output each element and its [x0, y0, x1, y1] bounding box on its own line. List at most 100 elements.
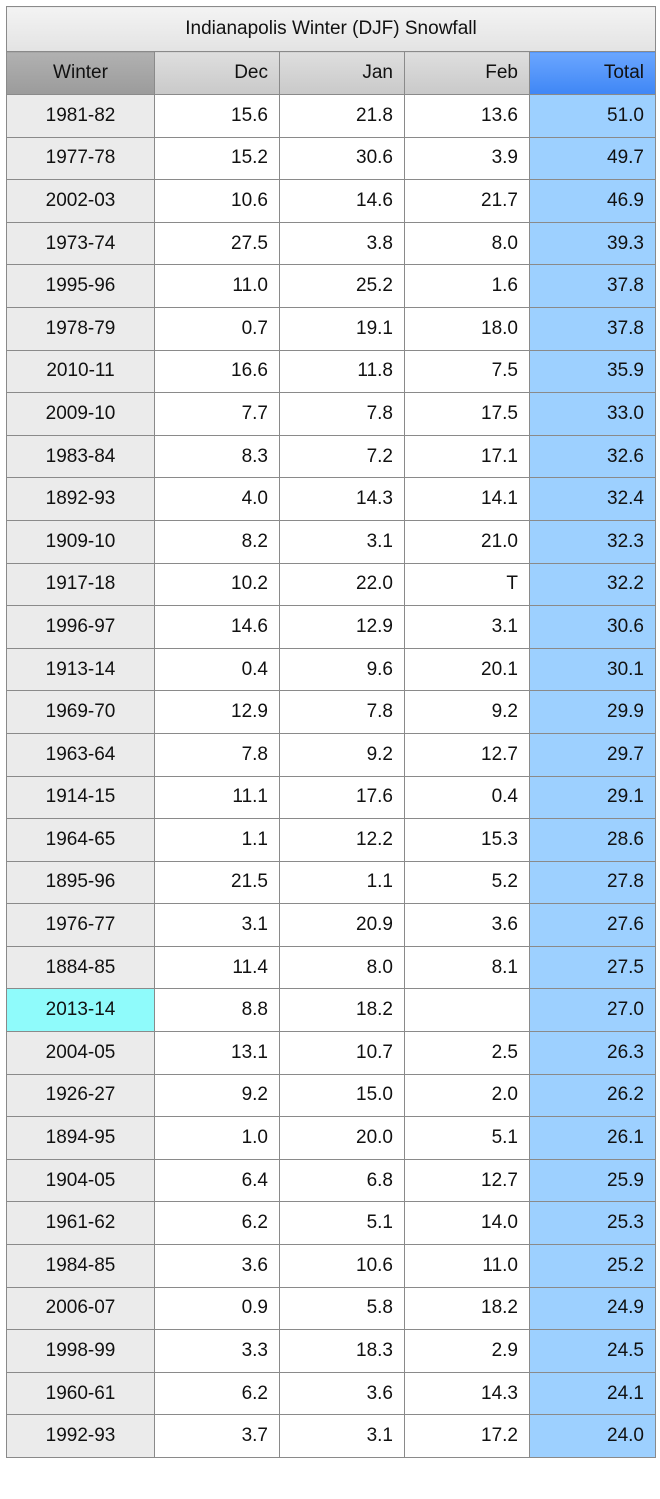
feb-cell: 5.2	[404, 860, 530, 905]
winter-cell: 2009-10	[6, 392, 155, 436]
dec-cell: 15.6	[154, 94, 280, 138]
dec-cell: 10.2	[154, 562, 280, 607]
feb-cell: 2.0	[404, 1073, 530, 1118]
dec-cell: 13.1	[154, 1031, 280, 1075]
jan-cell: 21.8	[279, 94, 405, 138]
table-row: 2013-14 8.8 18.2 27.0	[6, 988, 656, 1033]
dec-cell: 11.4	[154, 945, 280, 990]
winter-cell: 1884-85	[6, 945, 155, 990]
winter-cell: 2010-11	[6, 349, 155, 394]
column-header-total[interactable]: Total	[529, 51, 656, 95]
table-row: 2010-11 16.6 11.8 7.5 35.9	[6, 349, 656, 394]
total-cell: 29.9	[529, 690, 656, 734]
column-header-feb[interactable]: Feb	[404, 51, 530, 95]
feb-cell: 3.9	[404, 136, 530, 181]
total-cell: 32.4	[529, 477, 656, 521]
jan-cell: 6.8	[279, 1158, 405, 1203]
title-row: Indianapolis Winter (DJF) Snowfall	[6, 6, 656, 52]
header-row: Winter Dec Jan Feb Total	[6, 51, 656, 95]
column-header-dec[interactable]: Dec	[154, 51, 280, 95]
total-cell: 25.9	[529, 1158, 656, 1203]
table-row: 1984-85 3.6 10.6 11.0 25.2	[6, 1244, 656, 1288]
table-row: 1895-96 21.5 1.1 5.2 27.8	[6, 860, 656, 905]
total-cell: 32.6	[529, 434, 656, 479]
table-row: 1909-10 8.2 3.1 21.0 32.3	[6, 519, 656, 564]
winter-cell: 1913-14	[6, 647, 155, 692]
jan-cell: 3.8	[279, 221, 405, 266]
dec-cell: 0.7	[154, 306, 280, 351]
jan-cell: 14.3	[279, 477, 405, 521]
total-cell: 26.2	[529, 1073, 656, 1118]
column-header-winter[interactable]: Winter	[6, 51, 155, 95]
total-cell: 30.6	[529, 605, 656, 649]
dec-cell: 16.6	[154, 349, 280, 394]
dec-cell: 10.6	[154, 179, 280, 223]
dec-cell: 3.3	[154, 1329, 280, 1373]
feb-cell: 15.3	[404, 818, 530, 862]
jan-cell: 18.2	[279, 988, 405, 1033]
feb-cell: 3.1	[404, 605, 530, 649]
feb-cell: 8.1	[404, 945, 530, 990]
table-body: 1981-82 15.6 21.8 13.6 51.0 1977-78 15.2 30.6 3.…	[6, 94, 656, 1458]
winter-cell: 2004-05	[6, 1031, 155, 1075]
table-row: 1914-15 11.1 17.6 0.4 29.1	[6, 775, 656, 820]
table-row: 2002-03 10.6 14.6 21.7 46.9	[6, 179, 656, 223]
dec-cell: 8.2	[154, 519, 280, 564]
total-cell: 29.1	[529, 775, 656, 820]
dec-cell: 7.8	[154, 732, 280, 777]
table-row: 1960-61 6.2 3.6 14.3 24.1	[6, 1371, 656, 1416]
total-cell: 26.1	[529, 1116, 656, 1160]
feb-cell	[404, 988, 530, 1033]
table-row: 1977-78 15.2 30.6 3.9 49.7	[6, 136, 656, 181]
winter-cell: 1983-84	[6, 434, 155, 479]
winter-cell: 1969-70	[6, 690, 155, 734]
dec-cell: 6.2	[154, 1371, 280, 1416]
winter-cell: 1894-95	[6, 1116, 155, 1160]
jan-cell: 5.8	[279, 1286, 405, 1331]
total-cell: 49.7	[529, 136, 656, 181]
winter-cell: 1895-96	[6, 860, 155, 905]
total-cell: 25.3	[529, 1201, 656, 1246]
total-cell: 39.3	[529, 221, 656, 266]
feb-cell: 14.0	[404, 1201, 530, 1246]
jan-cell: 9.2	[279, 732, 405, 777]
total-cell: 27.8	[529, 860, 656, 905]
table-row: 1961-62 6.2 5.1 14.0 25.3	[6, 1201, 656, 1246]
table-row: 2004-05 13.1 10.7 2.5 26.3	[6, 1031, 656, 1075]
total-cell: 28.6	[529, 818, 656, 862]
jan-cell: 3.1	[279, 519, 405, 564]
dec-cell: 8.8	[154, 988, 280, 1033]
total-cell: 32.3	[529, 519, 656, 564]
total-cell: 46.9	[529, 179, 656, 223]
jan-cell: 7.8	[279, 392, 405, 436]
table-row: 2006-07 0.9 5.8 18.2 24.9	[6, 1286, 656, 1331]
jan-cell: 18.3	[279, 1329, 405, 1373]
dec-cell: 8.3	[154, 434, 280, 479]
table-row: 1884-85 11.4 8.0 8.1 27.5	[6, 945, 656, 990]
table-row: 1998-99 3.3 18.3 2.9 24.5	[6, 1329, 656, 1373]
feb-cell: 2.9	[404, 1329, 530, 1373]
feb-cell: 12.7	[404, 732, 530, 777]
total-cell: 26.3	[529, 1031, 656, 1075]
winter-cell: 1976-77	[6, 903, 155, 947]
table-row: 1983-84 8.3 7.2 17.1 32.6	[6, 434, 656, 479]
winter-cell: 1914-15	[6, 775, 155, 820]
dec-cell: 1.1	[154, 818, 280, 862]
column-header-jan[interactable]: Jan	[279, 51, 405, 95]
total-cell: 30.1	[529, 647, 656, 692]
jan-cell: 10.6	[279, 1244, 405, 1288]
feb-cell: 21.0	[404, 519, 530, 564]
winter-cell: 1961-62	[6, 1201, 155, 1246]
winter-cell: 1926-27	[6, 1073, 155, 1118]
jan-cell: 14.6	[279, 179, 405, 223]
table-row: 1917-18 10.2 22.0 T 32.2	[6, 562, 656, 607]
winter-cell: 1981-82	[6, 94, 155, 138]
feb-cell: 14.3	[404, 1371, 530, 1416]
dec-cell: 7.7	[154, 392, 280, 436]
dec-cell: 6.2	[154, 1201, 280, 1246]
dec-cell: 6.4	[154, 1158, 280, 1203]
total-cell: 27.0	[529, 988, 656, 1033]
dec-cell: 3.1	[154, 903, 280, 947]
feb-cell: 13.6	[404, 94, 530, 138]
dec-cell: 0.9	[154, 1286, 280, 1331]
